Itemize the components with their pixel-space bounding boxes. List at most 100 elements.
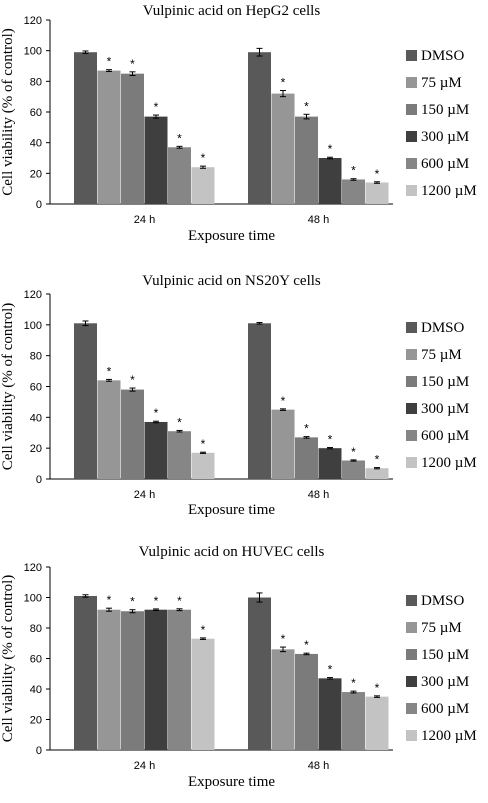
bar-75M-24h [97, 609, 121, 750]
significance-marker: * [281, 632, 286, 646]
y-tick-label: 100 [24, 593, 42, 605]
legend-label: 600 µM [421, 701, 469, 717]
legend-label: 1200 µM [421, 728, 477, 744]
significance-marker: * [154, 100, 159, 114]
legend-swatch [406, 158, 417, 169]
legend-label: 150 µM [421, 102, 469, 118]
legend-label: DMSO [421, 320, 465, 336]
significance-marker: * [304, 422, 309, 436]
bar-75M-24h [97, 380, 121, 479]
category-label: 48 h [308, 489, 329, 501]
legend: DMSO 75 µM 150 µM 300 µM 600 µM 1200 µM [406, 48, 477, 199]
legend-label: 1200 µM [421, 183, 477, 199]
bar-1200M-48h [365, 696, 389, 750]
y-tick-label: 20 [30, 715, 42, 727]
legend-label: 75 µM [421, 75, 462, 91]
bar-DMSO-48h [248, 597, 271, 750]
legend-swatch [406, 676, 417, 687]
bar-DMSO-48h [248, 52, 271, 205]
y-tick-label: 120 [24, 15, 42, 27]
significance-marker: * [351, 445, 356, 459]
legend-label: 300 µM [421, 401, 469, 417]
bar-600M-48h [342, 179, 365, 204]
significance-marker: * [107, 593, 112, 607]
chart-panel-1: Vulpinic acid on HepG2 cells 0 20 40 60 80 100… [0, 3, 477, 244]
legend-label: DMSO [421, 593, 465, 609]
y-tick-label: 40 [30, 684, 42, 696]
significance-marker: * [201, 623, 206, 637]
legend-label: 600 µM [421, 428, 469, 444]
y-tick-label: 20 [30, 168, 42, 180]
bar-1200M-24h [191, 167, 215, 204]
x-axis-label: Exposure time [188, 774, 275, 790]
significance-marker: * [375, 167, 380, 181]
legend-swatch [406, 349, 417, 360]
significance-marker: * [351, 164, 356, 178]
bar-75M-24h [97, 70, 121, 204]
bar-300M-24h [144, 421, 168, 479]
x-axis-label: Exposure time [188, 502, 275, 518]
significance-marker: * [201, 151, 206, 165]
significance-marker: * [375, 453, 380, 467]
bar-600M-48h [342, 460, 365, 479]
category-label: 48 h [308, 760, 329, 772]
legend-swatch [406, 703, 417, 714]
legend-swatch [406, 403, 417, 414]
bar-1200M-24h [191, 638, 215, 750]
significance-marker: * [130, 373, 135, 387]
bar-150M-24h [121, 73, 144, 205]
legend-swatch [406, 376, 417, 387]
significance-marker: * [304, 638, 309, 652]
y-tick-label: 60 [30, 654, 42, 666]
category-label: 24 h [134, 214, 155, 226]
significance-marker: * [328, 433, 333, 447]
category-label: 24 h [134, 489, 155, 501]
legend-swatch [406, 649, 417, 660]
chart-panel-3: Vulpinic acid on HUVEC cells 0 20 40 60 80 100… [0, 544, 477, 790]
legend-swatch [406, 50, 417, 61]
legend-swatch [406, 622, 417, 633]
significance-marker: * [328, 663, 333, 677]
y-tick-label: 40 [30, 412, 42, 424]
y-tick-label: 60 [30, 382, 42, 394]
bar-600M-24h [168, 431, 191, 479]
category-label: 24 h [134, 760, 155, 772]
legend-swatch [406, 185, 417, 196]
category-label: 48 h [308, 214, 329, 226]
significance-marker: * [281, 394, 286, 408]
bar-150M-24h [121, 389, 144, 479]
bar-75M-48h [271, 409, 295, 479]
bar-300M-48h [318, 678, 342, 750]
significance-marker: * [154, 406, 159, 420]
legend-swatch [406, 104, 417, 115]
y-tick-label: 100 [24, 320, 42, 332]
bar-DMSO-48h [248, 323, 271, 479]
legend-label: 600 µM [421, 156, 469, 172]
significance-marker: * [177, 131, 182, 145]
chart-title: Vulpinic acid on NS20Y cells [142, 273, 321, 289]
significance-marker: * [177, 415, 182, 429]
legend-label: 75 µM [421, 347, 462, 363]
legend-swatch [406, 730, 417, 741]
significance-marker: * [177, 594, 182, 608]
chart-title: Vulpinic acid on HUVEC cells [139, 544, 325, 560]
bar-75M-48h [271, 93, 295, 204]
y-tick-label: 20 [30, 443, 42, 455]
y-tick-label: 80 [30, 76, 42, 88]
y-tick-label: 0 [36, 745, 42, 757]
legend: DMSO 75 µM 150 µM 300 µM 600 µM 1200 µM [406, 320, 477, 471]
legend-swatch [406, 77, 417, 88]
bar-300M-48h [318, 158, 342, 204]
bar-150M-24h [121, 611, 144, 750]
legend-swatch [406, 430, 417, 441]
significance-marker: * [130, 595, 135, 609]
y-axis-label: Cell viability (% of control) [0, 28, 16, 195]
bar-150M-48h [295, 437, 318, 479]
bar-75M-48h [271, 649, 295, 750]
significance-marker: * [107, 364, 112, 378]
y-tick-label: 60 [30, 107, 42, 119]
y-axis-label: Cell viability (% of control) [0, 575, 16, 742]
significance-marker: * [304, 99, 309, 113]
significance-marker: * [375, 681, 380, 695]
legend-label: 150 µM [421, 374, 469, 390]
